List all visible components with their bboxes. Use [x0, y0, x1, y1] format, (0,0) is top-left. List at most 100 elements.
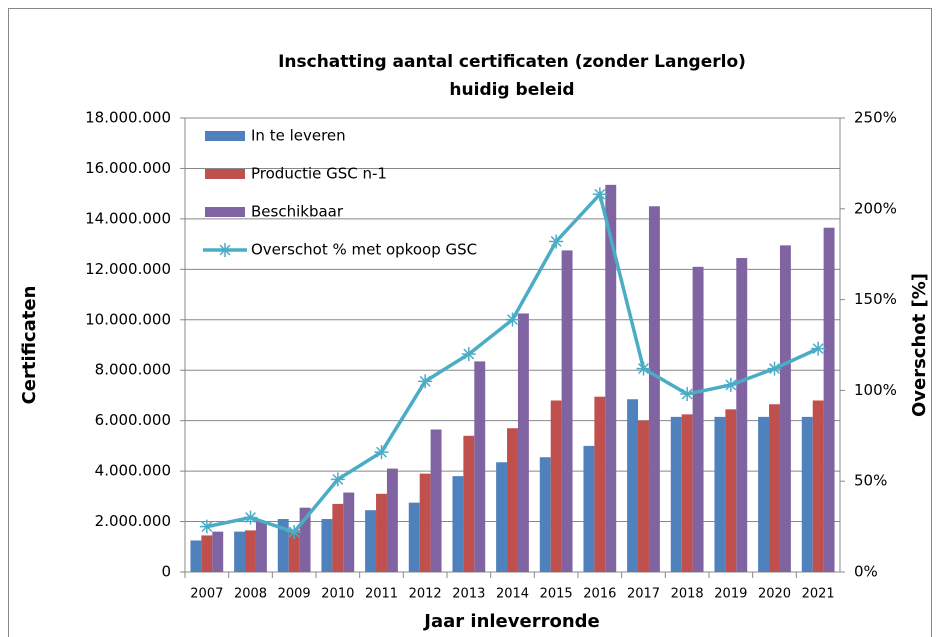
marker-stroke [419, 375, 431, 387]
marker [592, 187, 607, 202]
x-tick-label: 2020 [758, 587, 791, 602]
x-tick-label: 2014 [496, 587, 529, 602]
bar [343, 492, 355, 572]
chart-subtitle: huidig beleid [449, 80, 574, 100]
y-tick-label: 0 [161, 563, 171, 581]
bar [561, 250, 573, 572]
marker [811, 341, 826, 356]
bar [812, 400, 824, 572]
bar [823, 227, 835, 572]
x-tick-label: 2017 [627, 587, 660, 602]
marker-stroke [463, 348, 475, 360]
marker [199, 519, 214, 534]
bar [288, 530, 300, 572]
y2-tick-label: 100% [854, 381, 897, 399]
bar [376, 493, 387, 572]
marker [636, 361, 651, 376]
bar [299, 507, 311, 572]
marker-stroke [594, 188, 606, 200]
bar [736, 257, 748, 572]
bar [539, 457, 551, 572]
y-axis-title: Certificaten [19, 286, 40, 405]
bar [594, 396, 606, 572]
marker-stroke [769, 363, 780, 375]
bar [507, 428, 518, 572]
bar [474, 361, 486, 572]
bar [430, 429, 442, 572]
x-tick-label: 2015 [540, 587, 573, 602]
y-tick-label: 18.000.000 [85, 109, 171, 127]
bar [212, 531, 224, 572]
y2-tick-label: 50% [854, 472, 887, 490]
marker [330, 472, 345, 487]
bar [681, 414, 693, 572]
legend-swatch [205, 169, 245, 179]
legend-marker [218, 243, 232, 257]
bar [627, 399, 639, 572]
y-tick-label: 8.000.000 [95, 361, 171, 379]
y-tick-label: 4.000.000 [95, 462, 171, 480]
marker-stroke [550, 236, 562, 247]
bar [463, 435, 475, 572]
marker-stroke [376, 446, 387, 458]
bar [255, 521, 267, 572]
bar [496, 462, 508, 572]
x-tick-label: 2013 [452, 587, 485, 602]
y-tick-label: 6.000.000 [95, 411, 171, 429]
bar [670, 416, 682, 572]
marker-stroke [725, 379, 737, 391]
marker [723, 377, 738, 392]
bar [758, 416, 770, 572]
y-tick-label: 10.000.000 [85, 310, 171, 328]
marker-stroke [288, 526, 300, 538]
y-tick-label: 12.000.000 [85, 260, 171, 278]
chart-title: Inschatting aantal certificaten (zonder … [278, 52, 746, 72]
bar [234, 531, 246, 572]
bar [550, 400, 562, 572]
marker [767, 361, 782, 376]
legend-label: Beschikbaar [251, 203, 344, 221]
x-tick-label: 2009 [278, 587, 311, 602]
bar [321, 519, 333, 572]
marker [374, 445, 389, 460]
x-tick-label: 2011 [365, 587, 398, 602]
x-tick-label: 2012 [409, 587, 442, 602]
marker [243, 510, 258, 525]
x-tick-label: 2016 [583, 587, 616, 602]
y-tick-label: 16.000.000 [85, 159, 171, 177]
marker [549, 234, 564, 249]
bar [201, 535, 213, 572]
x-tick-label: 2008 [234, 587, 267, 602]
bar [714, 416, 726, 572]
marker-stroke [507, 314, 518, 326]
marker-stroke [681, 388, 693, 400]
bar [692, 266, 704, 572]
y-tick-label: 14.000.000 [85, 209, 171, 227]
marker [461, 347, 476, 362]
x-tick-label: 2019 [714, 587, 747, 602]
marker [418, 374, 433, 389]
legend-swatch [205, 207, 245, 217]
bar [638, 420, 649, 572]
bar [386, 468, 398, 572]
marker-stroke [201, 521, 213, 533]
bar [332, 503, 344, 572]
marker-stroke [812, 343, 824, 355]
y-tick-label: 2.000.000 [95, 512, 171, 530]
marker [505, 312, 520, 327]
marker-stroke [638, 363, 649, 375]
legend-label: Overschot % met opkoop GSC [251, 241, 477, 259]
bar [725, 409, 737, 572]
bar [517, 313, 529, 572]
y2-tick-label: 200% [854, 199, 897, 217]
y2-axis-title: Overschot [%] [909, 273, 930, 417]
bar [605, 184, 617, 573]
y2-tick-label: 150% [854, 290, 897, 308]
x-tick-label: 2021 [802, 587, 835, 602]
bar [779, 245, 791, 572]
bar [648, 206, 660, 572]
marker [680, 387, 695, 402]
bar [277, 519, 289, 572]
bar [583, 445, 595, 572]
